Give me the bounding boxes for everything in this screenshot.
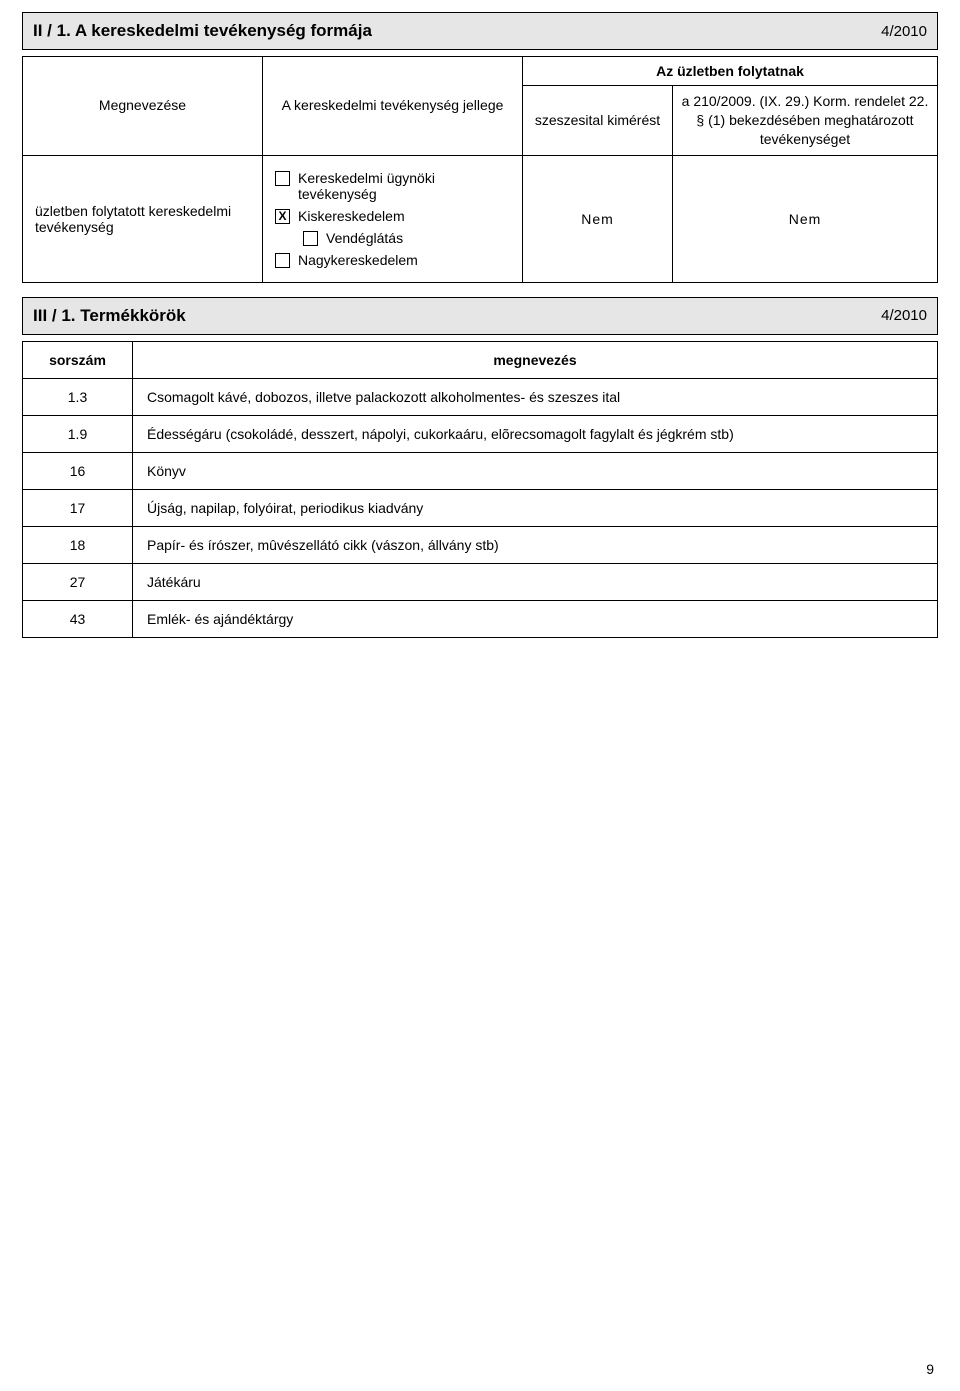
row-num: 1.3	[68, 389, 87, 405]
section2-tag: 4/2010	[881, 307, 927, 324]
section2-title: III / 1. Termékkörök	[33, 306, 186, 326]
checkbox-retail-label: Kiskereskedelem	[298, 208, 405, 224]
col2-header: A kereskedelmi tevékenység jellege	[282, 97, 504, 113]
value-spirits: Nem	[581, 211, 614, 227]
row-name: Édességáru (csokoládé, desszert, nápolyi…	[147, 426, 734, 442]
section2-header: III / 1. Termékkörök 4/2010	[22, 297, 938, 335]
table-row: 1.3 Csomagolt kávé, dobozos, illetve pal…	[23, 378, 938, 415]
products-col-name: megnevezés	[493, 352, 576, 368]
checkbox-retail-row: X Kiskereskedelem	[275, 208, 510, 224]
checkbox-wholesale-row: Nagykereskedelem	[275, 252, 510, 268]
checkbox-hospitality-label: Vendéglátás	[326, 230, 403, 246]
table-row: 17 Újság, napilap, folyóirat, periodikus…	[23, 489, 938, 526]
row-num: 17	[70, 500, 86, 516]
row-name: Könyv	[147, 463, 186, 479]
table-row: 43 Emlék- és ajándéktárgy	[23, 600, 938, 637]
row-num: 18	[70, 537, 86, 553]
row-name: Játékáru	[147, 574, 201, 590]
table-row: 18 Papír- és írószer, mûvészellátó cikk …	[23, 526, 938, 563]
row-name: Papír- és írószer, mûvészellátó cikk (vá…	[147, 537, 499, 553]
products-header-row: sorszám megnevezés	[23, 341, 938, 378]
value-regulation: Nem	[789, 211, 822, 227]
table-row: 16 Könyv	[23, 452, 938, 489]
products-col-num: sorszám	[49, 352, 106, 368]
checkbox-wholesale[interactable]	[275, 253, 290, 268]
row-num: 16	[70, 463, 86, 479]
section1-header: II / 1. A kereskedelmi tevékenység formá…	[22, 12, 938, 50]
col1-header: Megnevezése	[99, 97, 186, 113]
table-row: 1.9 Édességáru (csokoládé, desszert, náp…	[23, 415, 938, 452]
checkbox-hospitality[interactable]	[303, 231, 318, 246]
checkbox-agent[interactable]	[275, 171, 290, 186]
table-row: 27 Játékáru	[23, 563, 938, 600]
checkbox-wholesale-label: Nagykereskedelem	[298, 252, 418, 268]
section1-title: II / 1. A kereskedelmi tevékenység formá…	[33, 21, 372, 41]
page-number: 9	[926, 1361, 934, 1377]
row-name: Újság, napilap, folyóirat, periodikus ki…	[147, 500, 423, 516]
checkbox-hospitality-row: Vendéglátás	[303, 230, 510, 246]
row-num: 43	[70, 611, 86, 627]
row-num: 1.9	[68, 426, 87, 442]
checkbox-agent-row: Kereskedelmi ügynöki tevékenység	[275, 170, 510, 202]
section1-tag: 4/2010	[881, 23, 927, 40]
row-name: Emlék- és ajándéktárgy	[147, 611, 293, 627]
checkbox-retail[interactable]: X	[275, 209, 290, 224]
col3-top-header: Az üzletben folytatnak	[656, 63, 804, 79]
col3a-header: szeszesital kimérést	[535, 112, 660, 128]
activity-form-table: Megnevezése A kereskedelmi tevékenység j…	[22, 56, 938, 283]
checkbox-agent-label: Kereskedelmi ügynöki tevékenység	[298, 170, 510, 202]
activity-row-label: üzletben folytatott kereskedelmi tevéken…	[35, 203, 231, 235]
products-table: sorszám megnevezés 1.3 Csomagolt kávé, d…	[22, 341, 938, 638]
row-num: 27	[70, 574, 86, 590]
col3b-header: a 210/2009. (IX. 29.) Korm. rendelet 22.…	[682, 93, 929, 147]
row-name: Csomagolt kávé, dobozos, illetve palacko…	[147, 389, 620, 405]
